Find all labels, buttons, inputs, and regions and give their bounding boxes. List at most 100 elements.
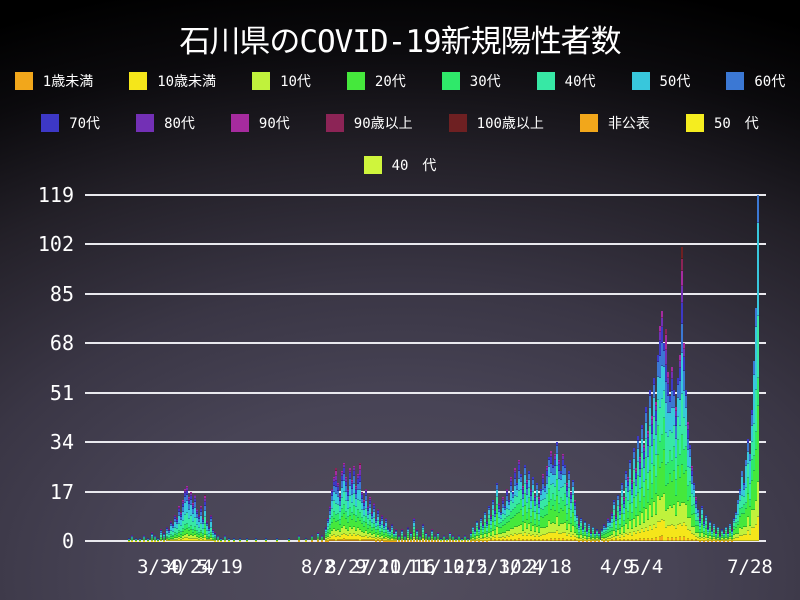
bar-segment [584, 536, 586, 539]
bar-segment [558, 525, 560, 534]
bar-segment [488, 519, 490, 525]
bar-segment [498, 533, 500, 538]
bar [617, 494, 619, 541]
bar [488, 506, 490, 541]
bar-segment [703, 525, 705, 529]
bar-segment [538, 507, 540, 515]
legend-label: 60代 [754, 74, 786, 90]
bar-segment [598, 537, 600, 539]
bar-segment [337, 484, 339, 487]
bar-segment [705, 538, 707, 541]
bar-segment [625, 497, 627, 509]
bar [467, 538, 469, 541]
bar-segment [623, 532, 625, 538]
bar-segment [419, 538, 421, 540]
bar-segment [689, 517, 691, 532]
bar-segment [504, 506, 506, 508]
bar-segment [737, 500, 739, 504]
bar-segment [510, 479, 512, 482]
bar-segment [449, 534, 451, 536]
bar-segment [341, 517, 343, 528]
bar-segment [425, 532, 427, 534]
bar-segment [532, 492, 534, 502]
bar-segment [174, 533, 176, 536]
bar [645, 407, 647, 541]
bar-segment [707, 528, 709, 530]
bar-segment [210, 522, 212, 528]
bar-segment [743, 482, 745, 486]
bar-segment [637, 461, 639, 477]
bar-segment [365, 508, 367, 517]
bar [482, 523, 484, 541]
bar-segment [490, 529, 492, 533]
bar-segment [665, 328, 667, 336]
bar-segment [395, 537, 397, 539]
bar-segment [556, 442, 558, 447]
bar-segment [558, 471, 560, 480]
bar-segment [540, 490, 542, 496]
bar-segment [298, 536, 300, 538]
bar-segment [631, 503, 633, 513]
bar-segment [168, 531, 170, 533]
bar-segment [699, 521, 701, 524]
bar-segment [311, 538, 313, 540]
bar-segment [701, 507, 703, 511]
bar-segment [719, 537, 721, 539]
bar-segment [570, 510, 572, 519]
bar-segment [194, 527, 196, 531]
bar-segment [343, 473, 345, 482]
bar-segment [588, 525, 590, 528]
bar-segment [681, 323, 683, 354]
bar [139, 538, 141, 541]
bar-segment [345, 486, 347, 493]
bar [361, 491, 363, 541]
bar-segment [562, 486, 564, 501]
bar-segment [443, 536, 445, 537]
bar-segment [178, 511, 180, 516]
bar-segment [464, 539, 466, 541]
bar-segment [482, 524, 484, 527]
bar-segment [367, 507, 369, 509]
bar-segment [170, 522, 172, 524]
bar-segment [343, 504, 345, 515]
bar-segment [570, 493, 572, 496]
bar-segment [349, 470, 351, 474]
bar-segment [355, 499, 357, 507]
bar-segment [659, 340, 661, 357]
bar-segment [510, 528, 512, 536]
bar-segment [381, 529, 383, 533]
bar [693, 482, 695, 541]
bar-segment [534, 525, 536, 533]
bar-segment [174, 527, 176, 534]
bar-segment [335, 480, 337, 487]
bar-segment [596, 538, 598, 540]
bar-segment [147, 539, 149, 541]
legend-item: 90代 [230, 113, 290, 133]
bar-segment [419, 539, 421, 540]
bar-segment [198, 537, 200, 540]
x-tick-label: 8/27 [325, 556, 371, 578]
bar-segment [182, 501, 184, 504]
bar-segment [514, 468, 516, 471]
bar-segment [373, 504, 375, 506]
bar-segment [685, 525, 687, 541]
bar-segment [480, 538, 482, 541]
bar [568, 471, 570, 541]
legend-item: 60代 [726, 71, 785, 91]
bar-segment [416, 533, 418, 536]
bar-segment [735, 515, 737, 519]
bar-segment [488, 510, 490, 515]
bar-segment [335, 530, 337, 537]
bar-segment [681, 259, 683, 271]
bar-segment [669, 450, 671, 475]
bar-segment [472, 537, 474, 540]
bar-segment [369, 507, 371, 515]
bar-segment [631, 520, 633, 530]
bar-segment [598, 532, 600, 534]
bar-segment [486, 539, 488, 541]
legend-label: 50代 [659, 74, 691, 90]
bar-segment [182, 528, 184, 533]
bar-segment [719, 539, 721, 540]
bar-segment [562, 533, 564, 540]
bar-segment [202, 539, 204, 541]
